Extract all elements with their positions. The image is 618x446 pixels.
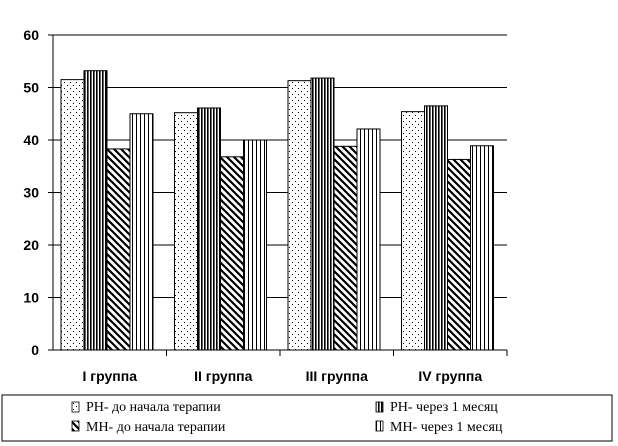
- bar-3-2: [447, 158, 471, 351]
- y-tick-label-0: 0: [31, 342, 39, 358]
- axes: [52, 35, 508, 356]
- bar-1-1: [197, 107, 221, 351]
- legend-swatch-0: [71, 401, 80, 413]
- bar-0-1: [83, 70, 108, 351]
- bar-0-0: [60, 79, 85, 351]
- bar-2-2: [333, 145, 358, 351]
- bar-3-1: [424, 105, 448, 351]
- bar-2-0: [287, 80, 312, 351]
- bar-3-3: [470, 145, 494, 351]
- legend-swatch-3: [375, 420, 384, 432]
- legend-label-3: МН- через 1 месяц: [390, 420, 503, 435]
- bar-1-3: [243, 139, 267, 351]
- y-tick-label-4: 40: [23, 132, 39, 148]
- y-axis-ticks: 0 10 20 30 40 50 60: [23, 27, 53, 358]
- legend-label-1: РН- через 1 месяц: [390, 400, 498, 415]
- y-tick-label-2: 20: [23, 237, 39, 253]
- legend-frame: [1, 394, 613, 442]
- bar-2-3: [356, 128, 381, 351]
- bar-1-0: [174, 112, 198, 351]
- y-tick-label-6: 60: [23, 27, 39, 43]
- legend-label-2: МН- до начала терапии: [86, 420, 226, 435]
- x-tick-label-1: II группа: [194, 368, 253, 384]
- legend-swatch-2: [71, 420, 80, 432]
- bar-1-2: [220, 156, 244, 351]
- y-tick-label-1: 10: [23, 290, 39, 306]
- x-tick-label-3: IV группа: [418, 368, 482, 384]
- x-tick-label-2: III группа: [306, 368, 368, 384]
- legend-swatch-1: [375, 401, 384, 413]
- legend-label-0: РН- до начала терапии: [86, 400, 221, 415]
- y-tick-label-5: 50: [23, 80, 39, 96]
- bar-0-2: [106, 148, 131, 351]
- bar-3-0: [401, 111, 425, 351]
- legend: РН- до начала терапии РН- через 1 месяц …: [1, 394, 613, 442]
- bar-0-3: [129, 113, 154, 351]
- bars: [60, 70, 494, 351]
- x-tick-label-0: I группа: [83, 368, 138, 384]
- bar-2-1: [310, 77, 335, 351]
- x-axis-categories: I группа II группа III группа IV группа: [83, 368, 483, 384]
- y-tick-label-3: 30: [23, 185, 39, 201]
